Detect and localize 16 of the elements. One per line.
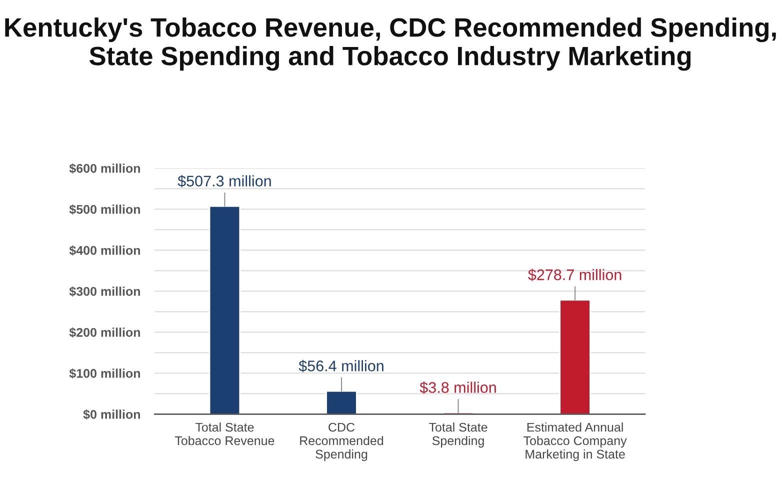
y-tick-label: $300 million (69, 286, 140, 297)
data-label: $56.4 million (298, 360, 384, 372)
x-tick-label: CDC Recommended Spending (300, 422, 384, 462)
data-label: $507.3 million (178, 175, 271, 188)
y-tick-label: $0 million (83, 409, 140, 420)
x-tick-label: Total State Tobacco Revenue (174, 422, 274, 446)
data-label: $278.7 million (528, 268, 622, 282)
x-tick-label: Estimated Annual Tobacco Company Marketing in State (524, 422, 627, 462)
y-tick-label: $400 million (69, 245, 140, 256)
y-tick-label: $200 million (69, 327, 140, 338)
y-tick-label: $600 million (69, 163, 140, 174)
chart-title: Kentucky's Tobacco Revenue, CDC Recommended Spending, State Spending and Tobacco Industry Marketing (5, 17, 776, 71)
y-tick-label: $500 million (69, 204, 140, 215)
x-tick-label: Total State Spending (429, 422, 488, 448)
y-tick-label: $100 million (69, 368, 140, 379)
data-label: $3.8 million (420, 381, 496, 394)
